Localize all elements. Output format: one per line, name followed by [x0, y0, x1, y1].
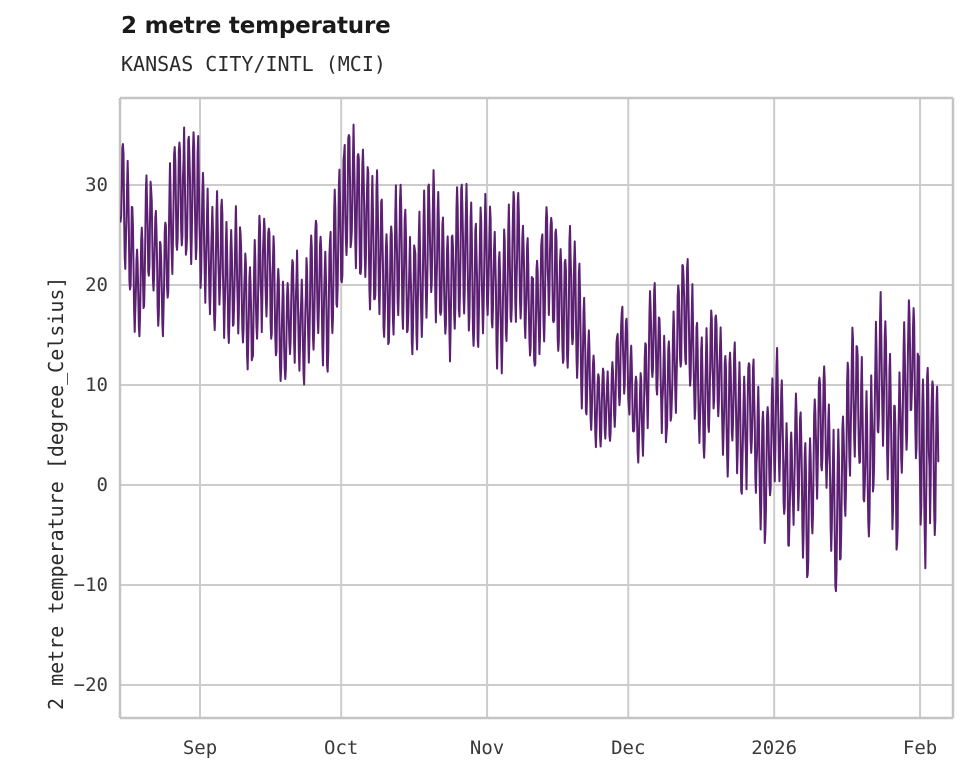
chart-title: 2 metre temperature: [121, 13, 391, 39]
x-tick-label: Feb: [902, 737, 938, 759]
data-series: [120, 123, 940, 593]
x-tick-label: Sep: [182, 737, 218, 759]
y-tick-label: 10: [85, 374, 108, 396]
x-tick-label: 2026: [751, 737, 798, 759]
x-tick-label: Oct: [324, 737, 359, 759]
chart-subtitle: KANSAS CITY/INTL (MCI): [121, 52, 386, 76]
temperature-line: [120, 123, 940, 593]
x-tick-label: Dec: [611, 737, 646, 759]
y-tick-label: −20: [73, 674, 108, 696]
y-tick-label: 30: [85, 174, 108, 196]
y-tick-label: 20: [85, 274, 108, 296]
y-tick-label: 0: [96, 474, 108, 496]
plot-border: [118, 96, 955, 720]
y-axis-ticks: 30 20 10 0 −10 −20: [52, 0, 108, 782]
x-tick-label: Nov: [469, 737, 505, 759]
y-tick-label: −10: [73, 574, 108, 596]
